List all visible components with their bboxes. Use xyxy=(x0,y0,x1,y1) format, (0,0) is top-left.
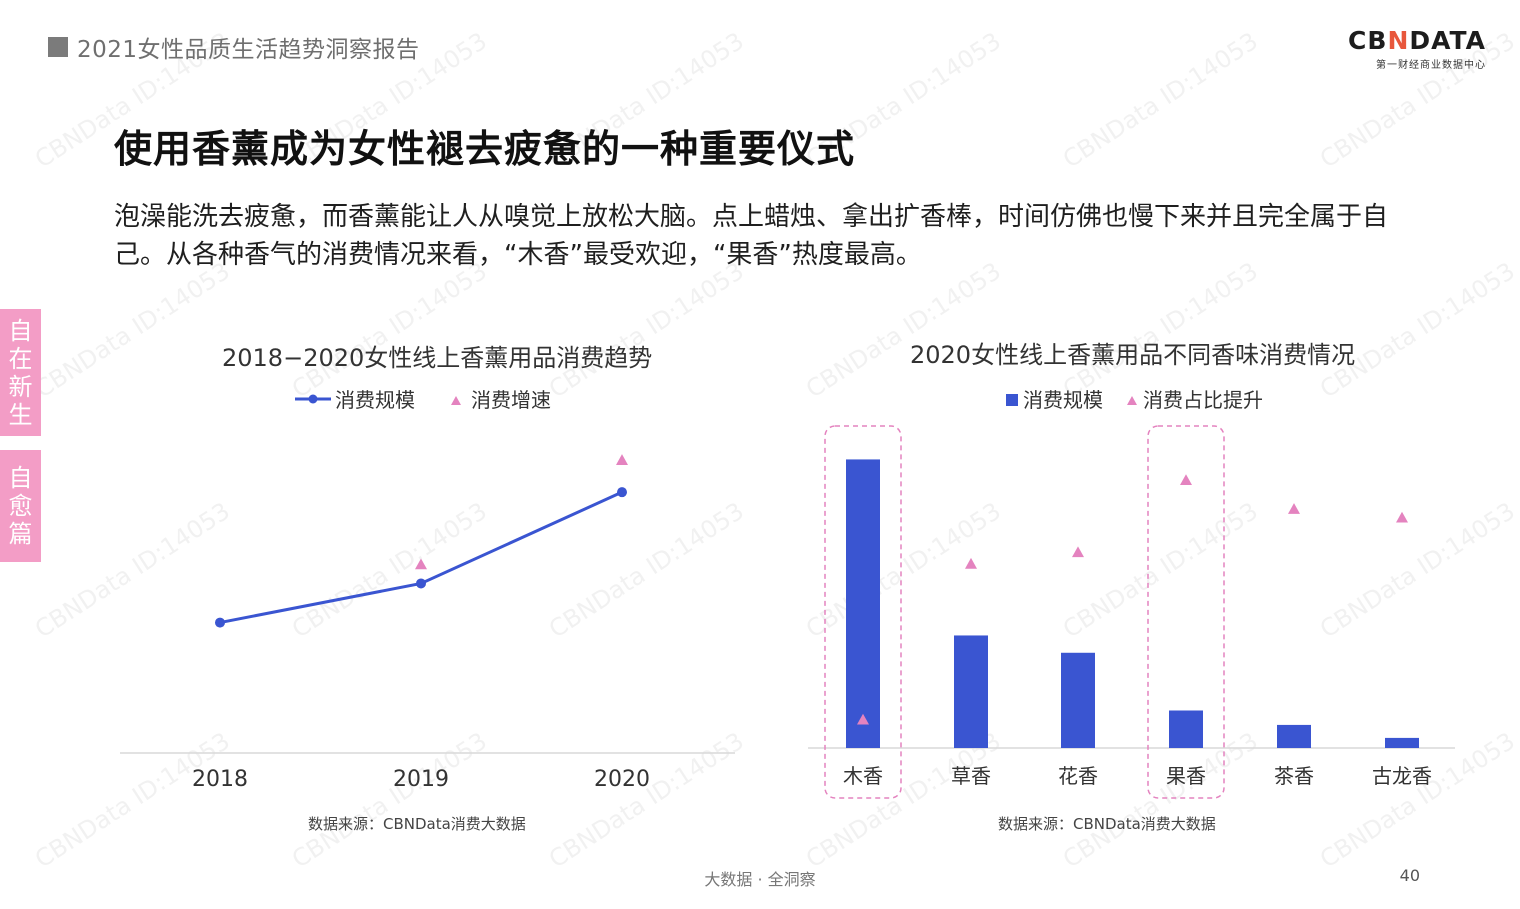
bar xyxy=(1061,652,1095,748)
share-increase-marker xyxy=(857,713,869,725)
share-increase-marker xyxy=(1072,546,1084,558)
legend-square-swatch xyxy=(1006,393,1018,406)
report-header: 2021女性品质生活趋势洞察报告 xyxy=(48,30,420,64)
cbndata-logo: CBNDATA 第一财经商业数据中心 xyxy=(1348,26,1486,71)
x-tick-label: 2018 xyxy=(192,767,248,792)
side-tab-zizai-xinsheng[interactable]: 自 在 新 生 xyxy=(0,309,41,436)
legend-triangle-icon xyxy=(451,395,461,405)
share-increase-marker xyxy=(1180,474,1192,486)
legend-label: 消费占比提升 xyxy=(1143,388,1263,412)
line-point xyxy=(215,617,225,628)
intro-paragraph: 泡澡能洗去疲惫，而香薰能让人从嗅觉上放松大脑。点上蜡烛、拿出扩香棒，时间仿佛也慢… xyxy=(114,202,1389,270)
bar xyxy=(954,635,988,748)
side-tab-char: 生 xyxy=(8,400,33,429)
side-tab-char: 愈 xyxy=(8,492,33,520)
share-increase-marker xyxy=(1396,511,1408,523)
logo-subtitle: 第一财经商业数据中心 xyxy=(1376,60,1486,71)
legend-label: 消费规模 xyxy=(335,388,415,412)
legend-item-share: 消费占比提升 xyxy=(1125,384,1263,413)
x-tick-label: 花香 xyxy=(1058,764,1098,788)
x-tick-label: 古龙香 xyxy=(1372,764,1432,788)
share-increase-marker xyxy=(965,557,977,569)
watermark-text: CBNData ID:14053 xyxy=(801,256,1006,404)
watermark-text: CBNData ID:14053 xyxy=(30,256,235,404)
x-tick-label: 木香 xyxy=(843,764,883,788)
bar-chart-legend: 消费规模 消费占比提升 xyxy=(1005,384,1293,413)
highlight-box-果香 xyxy=(1147,425,1225,799)
line-chart-source: 数据来源：CBNData消费大数据 xyxy=(308,815,526,833)
bar xyxy=(1169,710,1203,748)
growth-marker xyxy=(616,454,628,465)
legend-item-bar-scale: 消费规模 xyxy=(1005,384,1103,413)
footer-tagline: 大数据 · 全洞察 xyxy=(704,870,816,889)
growth-marker xyxy=(415,558,427,570)
side-tab-char: 自 xyxy=(8,316,33,345)
highlight-box-木香 xyxy=(824,425,902,799)
legend-item-scale: 消费规模 xyxy=(295,384,415,413)
series-line-consumption-scale xyxy=(219,490,623,625)
watermark-text: CBNData ID:14053 xyxy=(1315,256,1520,404)
line-chart-legend: 消费规模 消费增速 xyxy=(295,384,581,413)
line-chart: 2018 2019 2020 xyxy=(120,454,735,792)
line-point xyxy=(416,578,426,589)
legend-label: 消费规模 xyxy=(1023,388,1103,412)
side-tab-ziyu-pian[interactable]: 自 愈 篇 xyxy=(0,450,41,562)
legend-label: 消费增速 xyxy=(471,388,551,412)
page-number: 40 xyxy=(1399,866,1420,885)
bar-chart-source: 数据来源：CBNData消费大数据 xyxy=(998,815,1216,833)
side-tab-char: 自 xyxy=(8,464,33,492)
bar xyxy=(846,459,880,748)
x-tick-label: 草香 xyxy=(951,764,991,788)
side-tab-char: 在 xyxy=(8,344,33,373)
watermark-text: CBNData ID:14053 xyxy=(287,256,492,404)
bar-chart-title: 2020女性线上香薰用品不同香味消费情况 xyxy=(910,341,1356,369)
x-tick-label: 茶香 xyxy=(1274,764,1314,788)
x-tick-label: 2020 xyxy=(594,767,650,792)
x-tick-label: 果香 xyxy=(1166,764,1206,788)
legend-triangle-icon xyxy=(1127,395,1137,405)
line-point xyxy=(617,487,627,498)
bar-chart: 木香 草香 花香 果香 茶香 古龙香 xyxy=(808,425,1455,799)
watermark-text: CBNData ID:14053 xyxy=(1058,26,1263,174)
header-square-icon xyxy=(48,37,68,57)
logo-wordmark: CBNDATA xyxy=(1348,26,1486,55)
bar xyxy=(1277,724,1311,748)
legend-line-swatch xyxy=(295,394,331,403)
legend-item-growth: 消费增速 xyxy=(445,384,551,413)
watermark-text: CBNData ID:14053 xyxy=(544,256,749,404)
x-tick-label: 2019 xyxy=(393,767,449,792)
bar xyxy=(1385,737,1419,748)
side-tab-char: 新 xyxy=(8,372,33,401)
watermark-text: CBNData ID:14053 xyxy=(1058,256,1263,404)
page-title: 使用香薰成为女性褪去疲惫的一种重要仪式 xyxy=(114,127,856,171)
report-title: 2021女性品质生活趋势洞察报告 xyxy=(77,37,420,63)
side-tab-char: 篇 xyxy=(8,520,33,548)
share-increase-marker xyxy=(1288,503,1300,514)
line-chart-title: 2018−2020女性线上香薰用品消费趋势 xyxy=(222,344,653,372)
